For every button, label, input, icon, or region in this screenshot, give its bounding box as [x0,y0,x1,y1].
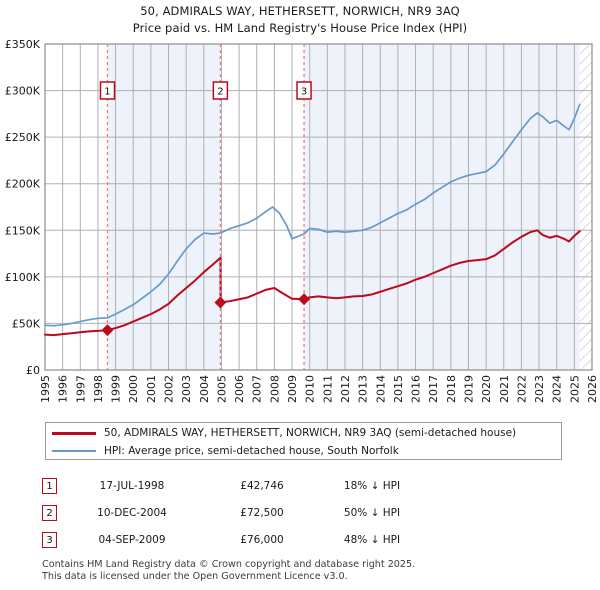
svg-text:2021: 2021 [498,375,511,403]
svg-text:2023: 2023 [533,375,546,403]
transaction-badge-1: 1 [42,477,57,494]
transaction-delta-1: 18% ↓ HPI [343,479,401,492]
svg-text:2025: 2025 [568,375,581,403]
svg-text:2011: 2011 [321,375,334,403]
svg-text:£350K: £350K [5,38,41,51]
transaction-price-3: £76,000 [240,533,284,546]
svg-text:£0: £0 [26,364,40,377]
page-title: 50, ADMIRALS WAY, HETHERSETT, NORWICH, N… [0,3,600,37]
transaction-badge-2: 2 [42,504,57,521]
svg-text:£200K: £200K [5,178,41,191]
transaction-badge-3: 3 [42,531,57,548]
transaction-date-2: 10-DEC-2004 [97,506,167,519]
svg-text:2019: 2019 [462,375,475,403]
legend-swatch-hpi [52,450,96,452]
svg-text:1: 1 [104,87,110,98]
svg-text:£50K: £50K [12,317,41,330]
transaction-delta-3: 48% ↓ HPI [343,533,401,546]
svg-text:2012: 2012 [339,375,352,403]
svg-text:1999: 1999 [110,375,123,403]
svg-text:2015: 2015 [392,375,405,403]
legend-label-hpi: HPI: Average price, semi-detached house,… [104,445,399,457]
chart-legend: 50, ADMIRALS WAY, HETHERSETT, NORWICH, N… [45,422,562,460]
svg-text:2026: 2026 [586,375,599,403]
svg-text:2018: 2018 [445,375,458,403]
transaction-delta-2: 50% ↓ HPI [343,506,401,519]
svg-text:£100K: £100K [5,271,41,284]
svg-text:£150K: £150K [5,224,41,237]
svg-text:2006: 2006 [233,375,246,403]
svg-text:2014: 2014 [374,375,387,403]
svg-text:2022: 2022 [515,375,528,403]
transactions-table: 1 17-JUL-1998 £42,746 18% ↓ HPI 2 10-DEC… [42,472,462,553]
footer-attribution: Contains HM Land Registry data © Crown c… [42,559,562,582]
svg-text:3: 3 [301,87,307,98]
transaction-date-1: 17-JUL-1998 [99,479,165,492]
price-history-chart: £0 £50K £100K £150K £200K £250K £300K £350K 1995… [5,38,599,403]
svg-text:2013: 2013 [357,375,370,403]
svg-text:2016: 2016 [410,375,423,403]
legend-item-price-paid: 50, ADMIRALS WAY, HETHERSETT, NORWICH, N… [52,424,561,442]
transaction-price-1: £42,746 [240,479,284,492]
table-row: 2 10-DEC-2004 £72,500 50% ↓ HPI [42,499,462,526]
svg-text:2010: 2010 [304,375,317,403]
svg-text:2020: 2020 [480,375,493,403]
table-row: 3 04-SEP-2009 £76,000 48% ↓ HPI [42,526,462,553]
svg-text:2003: 2003 [180,375,193,403]
svg-text:2002: 2002 [163,375,176,403]
footer-line-1: Contains HM Land Registry data © Crown c… [42,559,416,570]
svg-text:1996: 1996 [57,375,70,403]
svg-text:2000: 2000 [127,375,140,403]
legend-item-hpi: HPI: Average price, semi-detached house,… [52,442,561,460]
svg-text:1998: 1998 [92,375,105,403]
svg-text:2005: 2005 [215,375,228,403]
svg-text:£250K: £250K [5,131,41,144]
svg-text:1997: 1997 [74,375,87,403]
svg-text:2017: 2017 [427,375,440,403]
footer-line-2: This data is licensed under the Open Gov… [42,570,348,582]
transaction-date-3: 04-SEP-2009 [98,533,166,546]
svg-text:2009: 2009 [286,375,299,403]
svg-text:1995: 1995 [39,375,52,403]
title-line-2: Price paid vs. HM Land Registry's House … [132,21,468,35]
svg-text:£300K: £300K [5,85,41,98]
table-row: 1 17-JUL-1998 £42,746 18% ↓ HPI [42,472,462,499]
svg-text:2004: 2004 [198,375,211,403]
svg-text:2001: 2001 [145,375,158,403]
svg-text:2008: 2008 [268,375,281,403]
legend-swatch-price-paid [52,431,96,435]
transaction-price-2: £72,500 [240,506,284,519]
svg-text:2007: 2007 [251,375,264,403]
svg-text:2: 2 [217,87,223,98]
svg-text:2024: 2024 [551,375,564,403]
title-line-1: 50, ADMIRALS WAY, HETHERSETT, NORWICH, N… [140,4,460,18]
legend-label-price-paid: 50, ADMIRALS WAY, HETHERSETT, NORWICH, N… [104,427,517,439]
